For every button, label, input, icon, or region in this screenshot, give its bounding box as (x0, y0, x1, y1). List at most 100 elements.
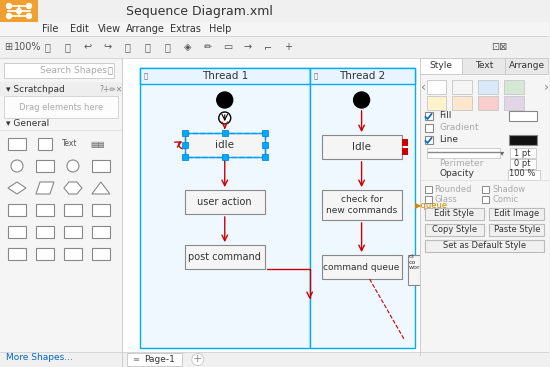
Bar (182, 142, 188, 148)
Text: ?+✏✕: ?+✏✕ (100, 84, 123, 94)
Bar (426, 148, 500, 158)
Text: Idle: Idle (352, 142, 371, 152)
Text: Opacity: Opacity (439, 170, 474, 178)
Text: Rounded: Rounded (434, 185, 472, 194)
Bar (127, 353, 182, 366)
Bar (64, 226, 82, 238)
Bar (36, 204, 54, 216)
Bar (510, 148, 536, 158)
Text: 100%: 100% (14, 42, 42, 52)
Polygon shape (8, 182, 26, 194)
Bar (310, 68, 415, 348)
Bar (38, 138, 52, 150)
Text: ◈: ◈ (184, 42, 191, 52)
Text: post command: post command (188, 252, 261, 262)
Bar (92, 204, 110, 216)
Bar (182, 130, 188, 136)
Bar (482, 186, 490, 193)
Bar (322, 255, 402, 279)
Text: ⊡⊠: ⊡⊠ (491, 42, 508, 52)
Text: 🔒: 🔒 (144, 73, 148, 79)
Bar (426, 80, 447, 94)
Bar (8, 138, 26, 150)
Bar (8, 248, 26, 260)
Circle shape (16, 8, 21, 14)
Text: 🔒: 🔒 (314, 73, 318, 79)
Bar (92, 226, 110, 238)
Bar (453, 96, 472, 110)
Bar (425, 224, 485, 236)
Circle shape (7, 4, 12, 8)
Text: ≡: ≡ (132, 355, 139, 364)
Bar (0, 0, 549, 22)
Text: Text: Text (475, 62, 493, 70)
Text: ‹: ‹ (421, 80, 426, 94)
Text: ▤▤: ▤▤ (91, 139, 105, 149)
Bar (310, 68, 415, 84)
Bar (182, 154, 188, 160)
Circle shape (26, 14, 31, 18)
Bar (425, 186, 432, 193)
Text: Page-1: Page-1 (145, 355, 175, 364)
Bar (8, 226, 26, 238)
Bar (509, 111, 537, 121)
Text: Comic: Comic (492, 195, 519, 204)
Text: Edit: Edit (70, 24, 89, 34)
Text: Extras: Extras (170, 24, 201, 34)
Bar (478, 96, 498, 110)
Bar (185, 190, 265, 214)
Bar (425, 124, 432, 132)
Bar (0, 36, 549, 58)
Text: Shadow: Shadow (492, 185, 526, 194)
Text: Edit Style: Edit Style (434, 210, 475, 218)
Bar (92, 160, 110, 172)
Text: ▾ General: ▾ General (6, 120, 50, 128)
Bar (4, 63, 114, 78)
Bar (185, 133, 265, 157)
Bar (510, 159, 536, 169)
Bar (4, 96, 118, 118)
Text: user action: user action (197, 197, 252, 207)
Bar (420, 58, 463, 74)
Text: 0 pt: 0 pt (514, 159, 531, 167)
Text: 1 pt: 1 pt (514, 149, 531, 157)
Bar (0, 0, 38, 22)
Circle shape (219, 112, 231, 124)
Bar (222, 130, 228, 136)
Polygon shape (36, 182, 54, 194)
Text: Drag elements here: Drag elements here (19, 102, 103, 112)
Bar (140, 68, 310, 84)
Text: +: + (284, 42, 292, 52)
Text: ▭: ▭ (223, 42, 232, 52)
Bar (490, 208, 544, 220)
Bar (504, 96, 524, 110)
Circle shape (67, 160, 79, 172)
Bar (64, 248, 82, 260)
Text: More Shapes...: More Shapes... (6, 353, 73, 363)
Text: ↪: ↪ (104, 42, 112, 52)
Circle shape (217, 92, 233, 108)
Bar (322, 135, 402, 159)
Text: Copy Style: Copy Style (432, 225, 477, 235)
Bar (425, 112, 432, 120)
Bar (0, 22, 549, 36)
Text: ▶queue: ▶queue (415, 200, 448, 210)
Text: View: View (98, 24, 121, 34)
Text: Line: Line (439, 135, 459, 145)
Text: Glass: Glass (434, 195, 457, 204)
Bar (185, 133, 265, 157)
Bar (402, 139, 408, 146)
Text: idle: idle (215, 140, 234, 150)
Bar (0, 352, 549, 367)
Text: check for
new commands: check for new commands (326, 195, 397, 215)
Bar (453, 80, 472, 94)
Bar (425, 208, 485, 220)
Text: 🔍: 🔍 (107, 66, 112, 75)
Text: ✏: ✏ (204, 42, 212, 52)
Bar (185, 245, 265, 269)
Bar (122, 58, 420, 358)
Text: Fill: Fill (439, 112, 452, 120)
Text: →: → (244, 42, 252, 52)
Bar (262, 154, 268, 160)
Bar (0, 82, 122, 96)
